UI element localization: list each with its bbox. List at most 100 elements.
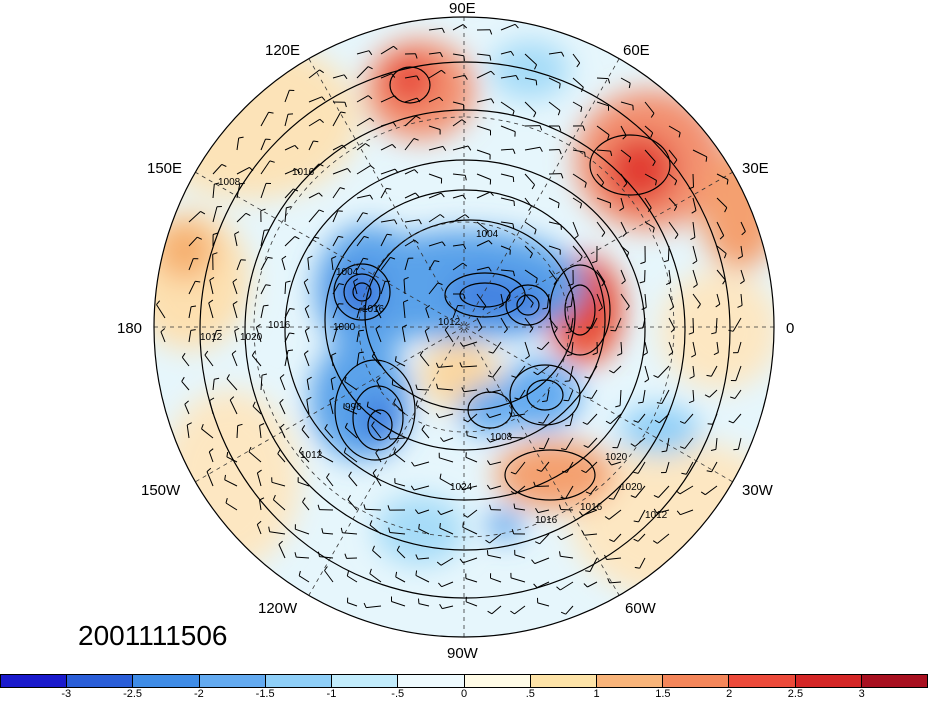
wind-barb-flag — [610, 329, 616, 332]
wind-barb — [542, 413, 550, 424]
wind-barb — [184, 404, 190, 415]
wind-barb — [372, 472, 382, 487]
wind-barb-flag — [348, 471, 352, 477]
wind-barb-flag — [368, 50, 373, 56]
wind-barb-flag — [424, 327, 430, 332]
wind-barb — [380, 168, 396, 175]
wind-barb — [371, 425, 382, 439]
wind-barb — [715, 317, 718, 333]
wind-barb-flag — [435, 362, 439, 368]
wind-barb-flag — [318, 449, 321, 455]
wind-barb-flag — [212, 252, 218, 255]
wind-barb — [560, 533, 574, 541]
wind-barb-flag — [607, 578, 611, 584]
wind-barb-flag — [403, 276, 409, 280]
wind-barb-flag — [212, 232, 219, 235]
wind-barb-flag — [463, 293, 466, 299]
wind-barb — [401, 327, 406, 343]
wind-barb-flag — [640, 261, 646, 265]
wind-barb-flag — [724, 207, 728, 213]
wind-barb-flag — [204, 350, 209, 356]
wind-barb — [208, 302, 214, 319]
wind-barb-flag — [301, 425, 306, 430]
wind-barb — [452, 244, 464, 247]
wind-barb — [437, 388, 454, 391]
wind-barb — [642, 389, 646, 403]
wind-barb-flag — [317, 551, 320, 557]
colorbar-tick-label: 2 — [726, 688, 733, 700]
wind-barb-flag — [623, 182, 628, 188]
wind-barb-flag — [515, 75, 519, 81]
wind-barb — [537, 365, 550, 376]
wind-barb — [644, 221, 655, 229]
wind-barb — [582, 509, 598, 516]
wind-barb-flag — [196, 236, 203, 240]
wind-barb-flag — [670, 328, 675, 333]
wind-barb — [428, 69, 442, 79]
wind-barb — [668, 197, 678, 207]
wind-barb — [156, 304, 166, 319]
wind-barb — [716, 221, 725, 236]
wind-barb-flag — [617, 353, 622, 356]
wind-barb — [356, 258, 364, 271]
wind-barb-flag — [387, 505, 391, 511]
wind-barb-flag — [490, 98, 495, 104]
wind-barb-flag — [439, 473, 442, 479]
wind-barb-flag — [511, 529, 515, 535]
wind-barb — [467, 509, 478, 518]
wind-barb-flag — [486, 550, 489, 556]
wind-barb-flag — [224, 474, 226, 480]
wind-barb — [188, 330, 192, 343]
wind-barb — [356, 165, 371, 175]
wind-barb — [492, 341, 502, 354]
wind-barb-flag — [485, 230, 489, 236]
wind-barb — [514, 605, 526, 615]
wind-barb-flag — [679, 420, 685, 424]
colorbar-segment — [663, 675, 730, 687]
wind-barb — [366, 605, 382, 609]
wind-barb — [306, 399, 310, 415]
wind-barb-flag — [733, 448, 739, 451]
wind-barb — [356, 117, 371, 127]
wind-barb — [380, 143, 393, 151]
wind-barb-flag — [394, 219, 398, 225]
wind-barb-flag — [363, 257, 369, 260]
wind-barb-flag — [728, 420, 734, 424]
wind-barb-flag — [338, 283, 344, 286]
wind-barb — [462, 557, 478, 564]
wind-barb — [510, 577, 526, 583]
wind-barb — [500, 293, 504, 306]
wind-barb — [667, 245, 670, 261]
wind-barb-flag — [542, 400, 548, 403]
wind-barb — [716, 293, 721, 305]
wind-barb-flag — [621, 280, 626, 285]
wind-barb — [518, 389, 526, 400]
wind-barb-flag — [231, 350, 237, 355]
wind-barb-flag — [558, 149, 562, 155]
wind-barb — [332, 168, 348, 175]
wind-barb — [644, 149, 656, 162]
wind-barb-flag — [514, 397, 520, 400]
wind-barb-flag — [459, 342, 464, 347]
wind-barb-flag — [418, 219, 422, 225]
lon-label-150w: 150W — [141, 482, 181, 499]
wind-barb-flag — [674, 234, 679, 239]
wind-barb — [500, 173, 514, 178]
wind-barb — [659, 413, 670, 424]
wind-barb — [452, 173, 466, 176]
wind-barb — [353, 281, 358, 295]
wind-barb-flag — [329, 397, 335, 401]
contour-label: 1012 — [200, 332, 223, 343]
wind-barb-flag — [347, 168, 351, 173]
wind-barb — [560, 555, 574, 559]
wind-barb — [440, 509, 454, 516]
wind-barb — [380, 188, 387, 199]
wind-barb — [712, 413, 718, 425]
wind-barb — [500, 125, 516, 133]
wind-barb — [332, 74, 345, 79]
wind-barb — [380, 121, 394, 127]
wind-barb — [737, 437, 742, 450]
wind-barb — [467, 413, 478, 423]
wind-barb-flag — [591, 260, 598, 264]
contour-label: 1008 — [490, 432, 513, 443]
